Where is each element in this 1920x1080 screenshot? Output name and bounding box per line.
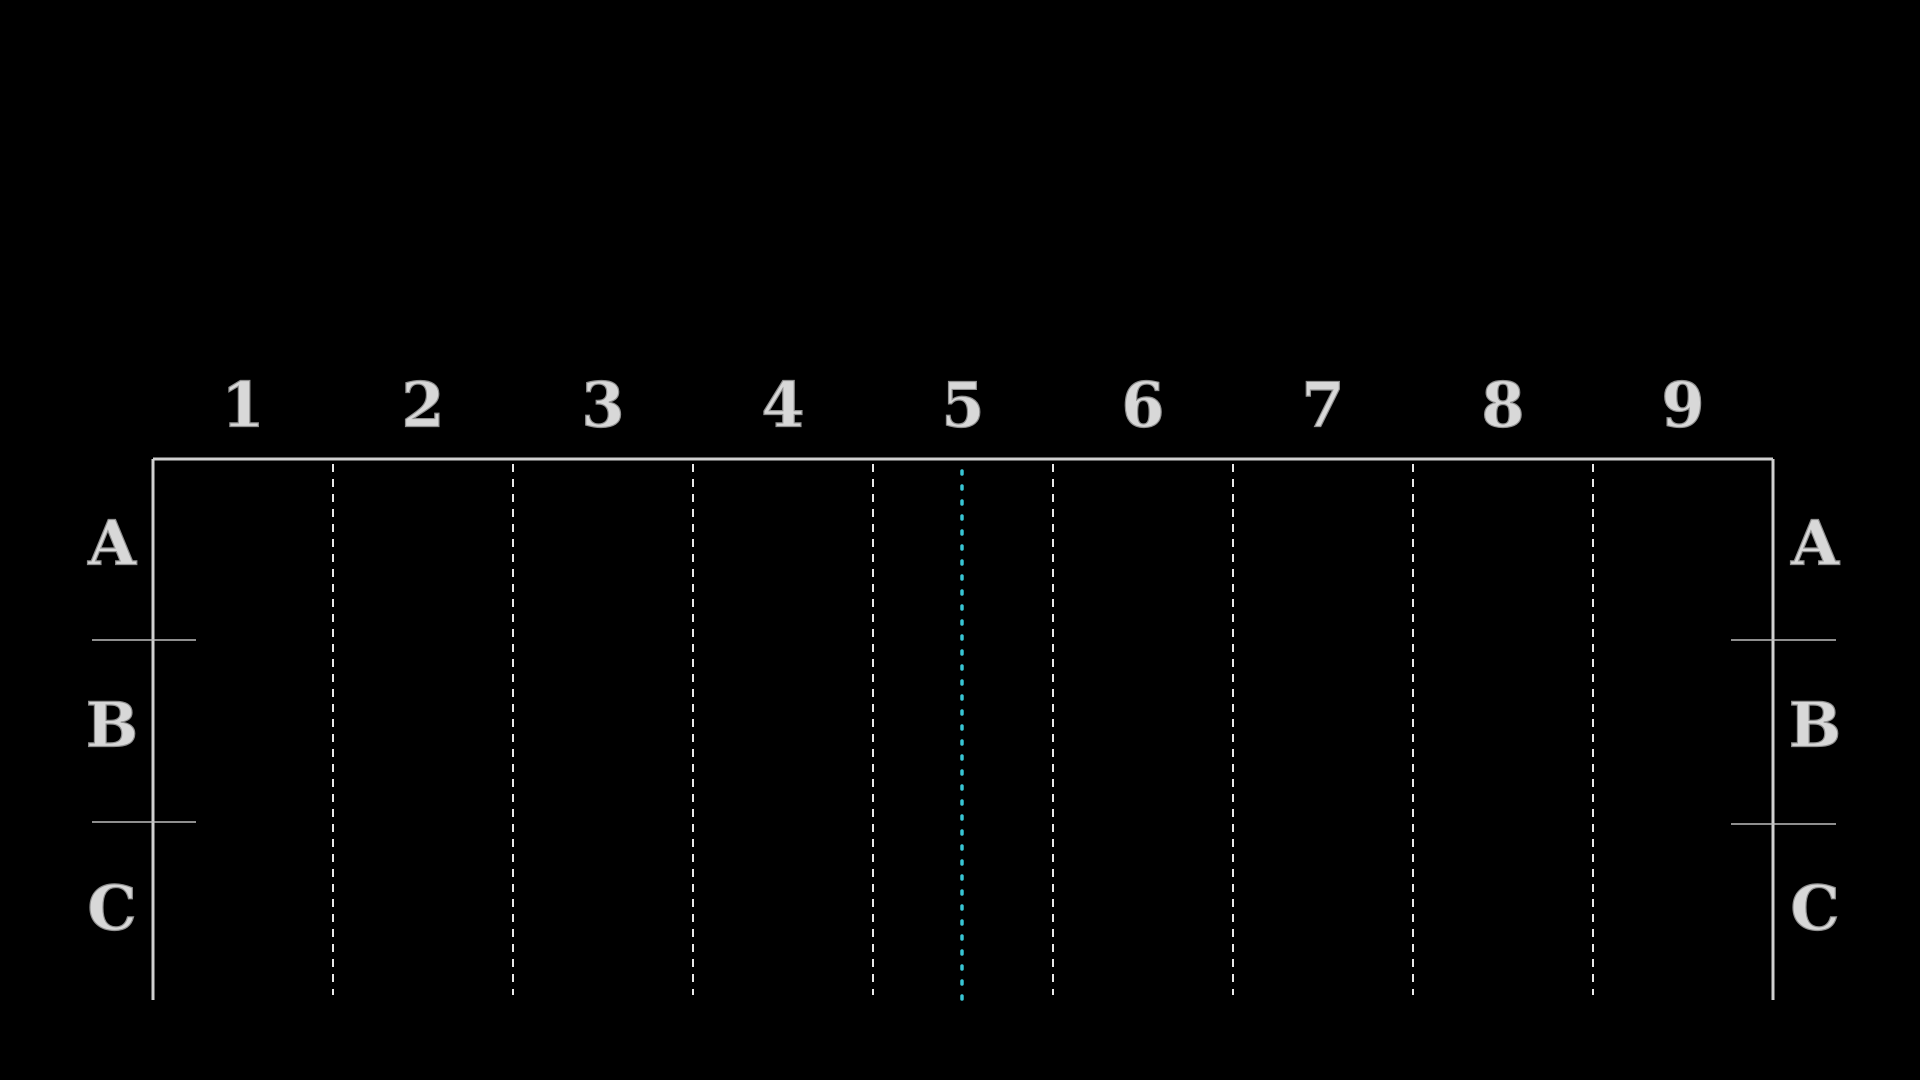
row-label-right-b: B (1789, 689, 1841, 762)
column-label-5: 5 (941, 369, 984, 442)
row-label-left-b: B (86, 689, 138, 762)
row-label-right-a: A (1790, 507, 1840, 580)
column-label-4: 4 (761, 369, 804, 442)
column-label-6: 6 (1121, 369, 1164, 442)
row-labels-left: A B C (85, 506, 139, 945)
column-label-8: 8 (1481, 369, 1524, 442)
column-label-3: 3 (581, 369, 624, 442)
column-label-1: 1 (221, 369, 264, 442)
column-label-7: 7 (1301, 369, 1344, 442)
column-label-9: 9 (1661, 369, 1704, 442)
row-label-left-a: A (87, 507, 137, 580)
row-label-left-c: C (87, 872, 136, 945)
grid-frame (151, 457, 1775, 1000)
row-separators (92, 639, 1836, 825)
column-label-2: 2 (401, 369, 444, 442)
row-labels-right: A B C (1788, 506, 1842, 945)
column-dividers (332, 464, 1594, 1012)
row-label-right-c: C (1790, 872, 1839, 945)
column-labels: 1 2 3 4 5 6 7 8 9 (221, 368, 1705, 442)
